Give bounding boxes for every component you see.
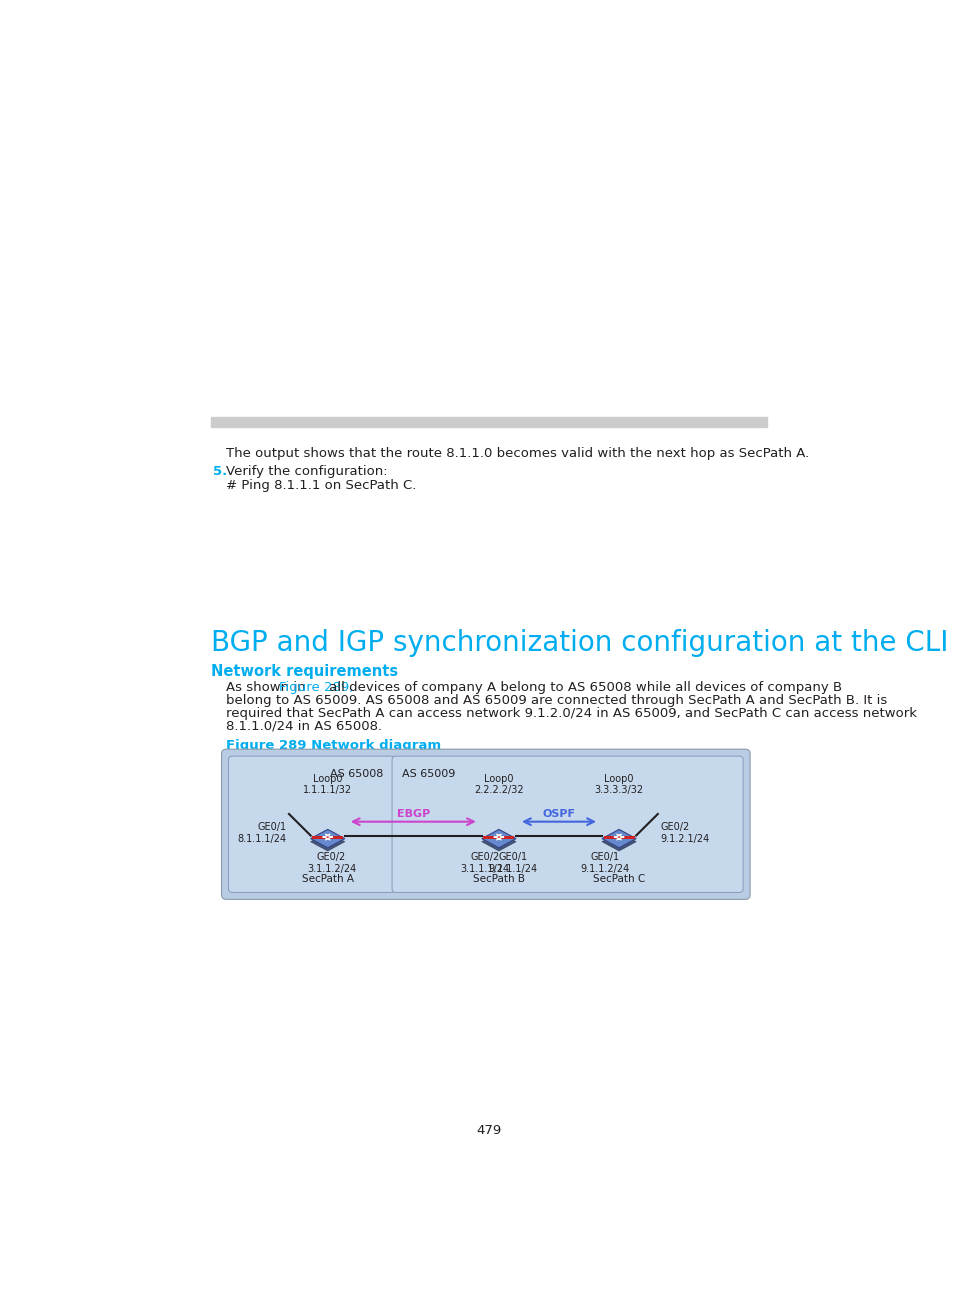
Text: Figure 289,: Figure 289, bbox=[278, 682, 353, 695]
Polygon shape bbox=[481, 832, 516, 851]
Text: AS 65008: AS 65008 bbox=[330, 770, 383, 779]
Text: As shown in: As shown in bbox=[226, 682, 310, 695]
Text: GE0/1
9.1.1.1/24: GE0/1 9.1.1.1/24 bbox=[488, 853, 537, 874]
Text: SecPath B: SecPath B bbox=[473, 874, 524, 884]
Text: SecPath A: SecPath A bbox=[301, 874, 354, 884]
Text: GE0/1
8.1.1.1/24: GE0/1 8.1.1.1/24 bbox=[237, 823, 286, 844]
Polygon shape bbox=[603, 836, 634, 839]
Text: 8.1.1.0/24 in AS 65008.: 8.1.1.0/24 in AS 65008. bbox=[226, 719, 382, 732]
Text: AS 65009: AS 65009 bbox=[402, 770, 455, 779]
Text: # Ping 8.1.1.1 on SecPath C.: # Ping 8.1.1.1 on SecPath C. bbox=[226, 480, 416, 492]
Text: Figure 289 Network diagram: Figure 289 Network diagram bbox=[226, 739, 441, 752]
Text: belong to AS 65009. AS 65008 and AS 65009 are connected through SecPath A and Se: belong to AS 65009. AS 65008 and AS 6500… bbox=[226, 695, 886, 708]
Text: GE0/2
3.1.1.1/24: GE0/2 3.1.1.1/24 bbox=[460, 853, 509, 874]
Polygon shape bbox=[601, 832, 636, 851]
Text: OSPF: OSPF bbox=[542, 809, 575, 819]
Text: all devices of company A belong to AS 65008 while all devices of company B: all devices of company A belong to AS 65… bbox=[325, 682, 841, 695]
Polygon shape bbox=[311, 829, 344, 848]
Polygon shape bbox=[312, 836, 343, 839]
Text: The output shows that the route 8.1.1.0 becomes valid with the next hop as SecPa: The output shows that the route 8.1.1.0 … bbox=[226, 447, 808, 460]
Polygon shape bbox=[483, 836, 514, 839]
FancyBboxPatch shape bbox=[221, 749, 749, 899]
Text: SecPath C: SecPath C bbox=[593, 874, 644, 884]
FancyBboxPatch shape bbox=[229, 756, 395, 893]
Text: GE0/2
3.1.1.2/24: GE0/2 3.1.1.2/24 bbox=[307, 853, 355, 874]
Text: Loop0
2.2.2.2/32: Loop0 2.2.2.2/32 bbox=[474, 774, 523, 796]
Polygon shape bbox=[481, 829, 516, 848]
Text: 479: 479 bbox=[476, 1124, 501, 1137]
Text: Loop0
1.1.1.1/32: Loop0 1.1.1.1/32 bbox=[303, 774, 352, 796]
Text: Verify the configuration:: Verify the configuration: bbox=[226, 465, 388, 478]
Text: GE0/1
9.1.1.2/24: GE0/1 9.1.1.2/24 bbox=[580, 853, 629, 874]
Text: required that SecPath A can access network 9.1.2.0/24 in AS 65009, and SecPath C: required that SecPath A can access netwo… bbox=[226, 706, 916, 719]
Text: EBGP: EBGP bbox=[396, 809, 430, 819]
Text: GE0/2
9.1.2.1/24: GE0/2 9.1.2.1/24 bbox=[659, 823, 709, 844]
Text: Network requirements: Network requirements bbox=[211, 664, 397, 679]
Text: BGP and IGP synchronization configuration at the CLI: BGP and IGP synchronization configuratio… bbox=[211, 629, 947, 657]
Bar bbox=[211, 417, 766, 426]
Polygon shape bbox=[311, 832, 344, 851]
Text: 5.: 5. bbox=[213, 465, 227, 478]
Text: Loop0
3.3.3.3/32: Loop0 3.3.3.3/32 bbox=[594, 774, 643, 796]
Polygon shape bbox=[601, 829, 636, 848]
FancyBboxPatch shape bbox=[392, 756, 742, 893]
